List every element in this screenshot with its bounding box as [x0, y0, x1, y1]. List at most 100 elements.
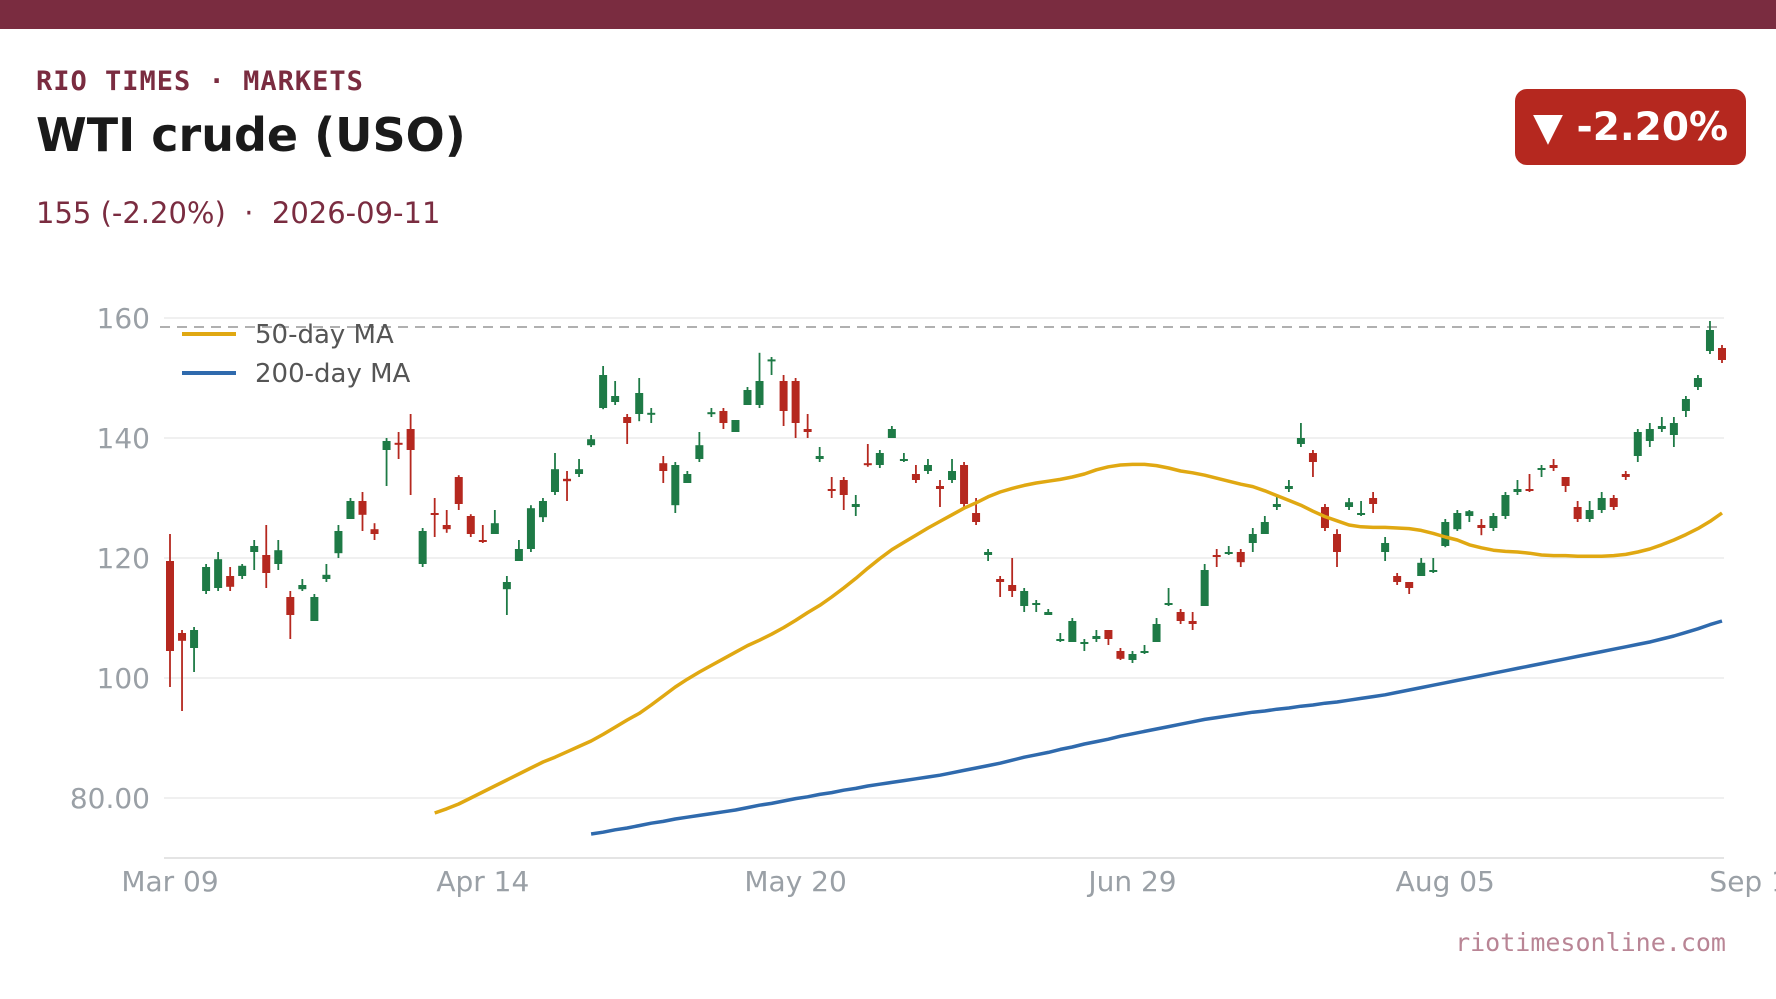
candle-body — [911, 474, 920, 480]
candle-body — [719, 411, 728, 423]
candle — [1513, 480, 1522, 495]
candle — [587, 435, 596, 447]
top-accent-bar — [0, 0, 1776, 29]
candle-body — [875, 453, 884, 465]
candle — [635, 378, 644, 422]
candle — [923, 459, 932, 474]
candle-body — [178, 633, 187, 641]
candle — [1296, 423, 1305, 447]
candle-body — [1068, 621, 1077, 642]
candle-body — [526, 508, 535, 549]
candle-body — [1369, 498, 1378, 504]
candle-body — [899, 459, 908, 461]
candle-body — [1669, 423, 1678, 435]
legend-label: 200-day MA — [255, 359, 411, 389]
candle-body — [1405, 582, 1414, 588]
candle-body — [1176, 612, 1185, 621]
candle-body — [815, 456, 824, 459]
candle-body — [1116, 651, 1125, 659]
candle-body — [490, 523, 499, 534]
candle-body — [310, 597, 319, 621]
x-tick-label: Sep 11 — [1709, 865, 1776, 898]
candle — [1272, 495, 1281, 510]
candle-body — [1164, 603, 1173, 605]
candle-body — [1513, 489, 1522, 492]
candle-body — [1080, 642, 1089, 644]
candle — [1260, 516, 1269, 534]
candle-body — [1092, 636, 1101, 639]
candle-body — [1032, 603, 1041, 605]
candle-body — [418, 531, 427, 564]
candle-body — [623, 417, 632, 423]
y-tick-label: 160 — [97, 302, 150, 335]
candle-body — [611, 396, 620, 402]
candle-body — [274, 550, 283, 564]
candle — [803, 414, 812, 438]
candle — [334, 525, 343, 558]
candle-body — [635, 393, 644, 414]
candle — [599, 366, 608, 410]
candle-body — [190, 630, 199, 648]
candle-body — [1248, 534, 1257, 543]
candle-body — [382, 441, 391, 450]
candle — [310, 594, 319, 621]
candle — [1405, 582, 1414, 594]
candle — [647, 408, 656, 423]
candle — [1718, 345, 1726, 363]
candle-body — [755, 381, 764, 405]
candle — [346, 498, 355, 519]
candle — [1008, 558, 1017, 597]
candle — [1549, 459, 1558, 471]
candle-body — [1681, 399, 1690, 411]
candle-body — [887, 429, 896, 438]
candle — [827, 477, 836, 498]
candle — [1381, 537, 1390, 561]
candle-body — [1020, 591, 1029, 606]
candle — [1212, 549, 1221, 567]
candle-body — [1333, 534, 1342, 552]
page-title: WTI crude (USO) — [36, 108, 466, 162]
candle — [1068, 618, 1077, 642]
candle — [1140, 645, 1149, 654]
candle — [1284, 480, 1293, 492]
candle — [502, 576, 511, 615]
candle-body — [550, 469, 559, 492]
candle — [839, 477, 848, 510]
candle — [514, 540, 523, 561]
candle-body — [767, 359, 776, 362]
candle-body — [358, 501, 367, 515]
brand-label: RIO TIMES · MARKETS — [36, 66, 364, 97]
candle — [298, 579, 307, 591]
candle-body — [262, 555, 271, 573]
candle — [1585, 501, 1594, 522]
candle — [755, 352, 764, 408]
candle-body — [466, 516, 475, 534]
candle — [1417, 558, 1426, 576]
candle-body — [1224, 552, 1233, 554]
candle-body — [454, 477, 463, 504]
candle — [911, 465, 920, 483]
change-badge: ▼ -2.20% — [1515, 89, 1746, 165]
candle — [1020, 588, 1029, 612]
candle — [1453, 510, 1462, 531]
candle-body — [1272, 504, 1281, 507]
candle-body — [1044, 612, 1053, 615]
candle — [490, 510, 499, 534]
candle — [1465, 510, 1474, 522]
candle — [623, 414, 632, 444]
candle-body — [827, 489, 836, 491]
candle-body — [1561, 477, 1570, 486]
candle — [430, 498, 439, 537]
candle — [1308, 450, 1317, 477]
candle — [370, 523, 379, 540]
candle — [719, 408, 728, 429]
candle-body — [1429, 570, 1438, 572]
candle — [454, 475, 463, 510]
candle-body — [563, 478, 572, 482]
candle — [442, 510, 451, 533]
candle — [418, 528, 427, 567]
candle-body — [803, 429, 812, 432]
candle-body — [948, 471, 957, 480]
candle — [731, 420, 740, 432]
